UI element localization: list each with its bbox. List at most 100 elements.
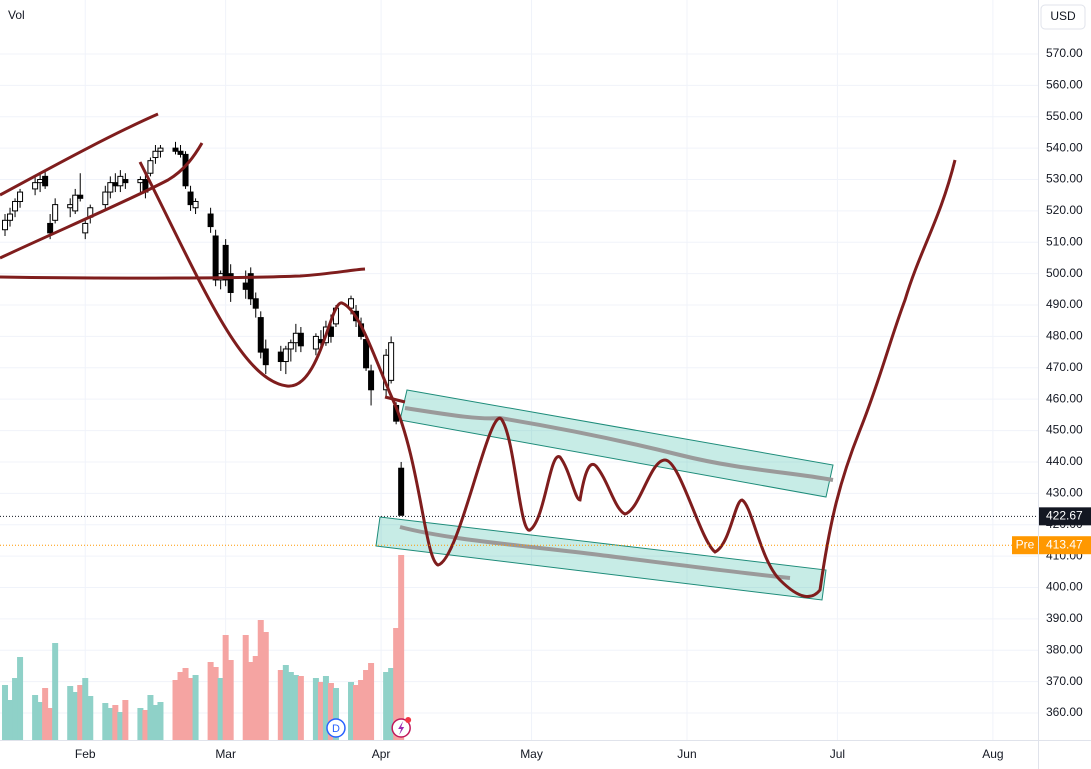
channel-box [375, 516, 827, 601]
trend-line [0, 267, 366, 280]
news-badge [405, 717, 412, 723]
candle-body [67, 204, 74, 209]
pre-tag: Pre [1016, 537, 1035, 551]
volume-bar [322, 676, 329, 740]
candle-body [2, 219, 9, 231]
volume-bar [277, 670, 284, 740]
trend-line [0, 142, 204, 260]
candle-body [82, 222, 89, 234]
candle-body [398, 467, 405, 516]
volume-bar [187, 678, 194, 740]
volume-bar [47, 708, 54, 740]
candle-body [187, 191, 194, 206]
candle-body [287, 342, 294, 350]
candle-body [157, 147, 164, 152]
candle-body [227, 273, 234, 293]
volume-bar [317, 682, 324, 740]
pre-price-label: 413.47 [1046, 537, 1083, 551]
last-price-badge [1039, 507, 1091, 526]
candle-body [247, 273, 254, 300]
volume-bar [192, 675, 199, 740]
volume-bar [52, 643, 59, 740]
volume-bar [257, 620, 264, 740]
y-tick-label: 390.00 [1046, 611, 1083, 625]
volume-bar [72, 692, 79, 740]
volume-bar [327, 683, 334, 740]
candle-body [102, 191, 109, 206]
candle-body [277, 351, 284, 363]
y-tick-label: 500.00 [1046, 266, 1083, 280]
candle-body [368, 370, 375, 391]
volume-bar [112, 705, 119, 740]
volume-bar [152, 705, 159, 740]
candle-body [137, 179, 144, 184]
y-tick-label: 380.00 [1046, 642, 1083, 656]
x-tick-label: May [520, 747, 543, 761]
candle-body [17, 191, 24, 202]
candle-body [388, 342, 395, 381]
volume-bar [217, 678, 224, 740]
candle-body [222, 244, 229, 281]
volume-bar [287, 672, 294, 740]
candle-body [117, 175, 124, 187]
y-tick-label: 460.00 [1046, 391, 1083, 405]
volume-bar [227, 660, 234, 740]
event-label: D [332, 723, 340, 735]
volume-bar [82, 678, 89, 740]
volume-bar [368, 663, 375, 740]
volume-bar [147, 695, 154, 740]
y-tick-label: 480.00 [1046, 329, 1083, 343]
volume-bar [252, 656, 259, 740]
x-tick-label: Jun [677, 747, 696, 761]
y-tick-label: 370.00 [1046, 674, 1083, 688]
candle-body [257, 317, 264, 353]
y-tick-label: 490.00 [1046, 297, 1083, 311]
volume-bar [107, 708, 114, 740]
candle-body [262, 348, 269, 366]
x-tick-label: Aug [982, 747, 1003, 761]
candle-body [292, 332, 299, 344]
y-tick-label: 540.00 [1046, 140, 1083, 154]
candle-body [312, 335, 319, 350]
candle-body [32, 182, 39, 190]
drawings [0, 112, 957, 601]
candle-body [207, 213, 214, 228]
volume-bar [247, 662, 254, 740]
candle-body [242, 282, 249, 290]
volume-bar [332, 688, 339, 740]
candle-body [37, 179, 44, 184]
volume-bar [157, 702, 164, 740]
volume-bar [363, 670, 370, 740]
x-tick-label: Jul [830, 747, 845, 761]
candle-body [107, 182, 114, 193]
volume-bar [207, 662, 214, 740]
y-tick-label: 400.00 [1046, 580, 1083, 594]
volume-bar [77, 685, 84, 740]
candle-body [182, 153, 189, 187]
volume-bar [242, 635, 249, 740]
y-tick-label: 550.00 [1046, 109, 1083, 123]
volume-bar [398, 555, 405, 740]
currency-label[interactable]: USD [1050, 9, 1076, 23]
event-marker [326, 718, 346, 738]
currency-button[interactable] [1040, 4, 1086, 30]
candle-body [122, 179, 129, 184]
volume-bar [37, 702, 44, 740]
candle-body [147, 160, 154, 174]
volume-bar [12, 678, 19, 740]
candle-body [152, 150, 159, 159]
trend-line [384, 395, 406, 404]
volume-bar [348, 682, 355, 740]
volume-title: Vol [8, 8, 25, 22]
y-tick-label: 450.00 [1046, 423, 1083, 437]
y-tick-label: 360.00 [1046, 705, 1083, 719]
volume-bar [137, 708, 144, 740]
volume-bar [2, 685, 9, 740]
pre-price-badge [1039, 536, 1091, 555]
channel-curve [399, 525, 791, 580]
volume-bar [67, 686, 74, 740]
last-price-label: 422.67 [1046, 509, 1083, 523]
volume-bar [312, 678, 319, 740]
candle-body [212, 235, 219, 281]
candle-body [363, 339, 370, 369]
